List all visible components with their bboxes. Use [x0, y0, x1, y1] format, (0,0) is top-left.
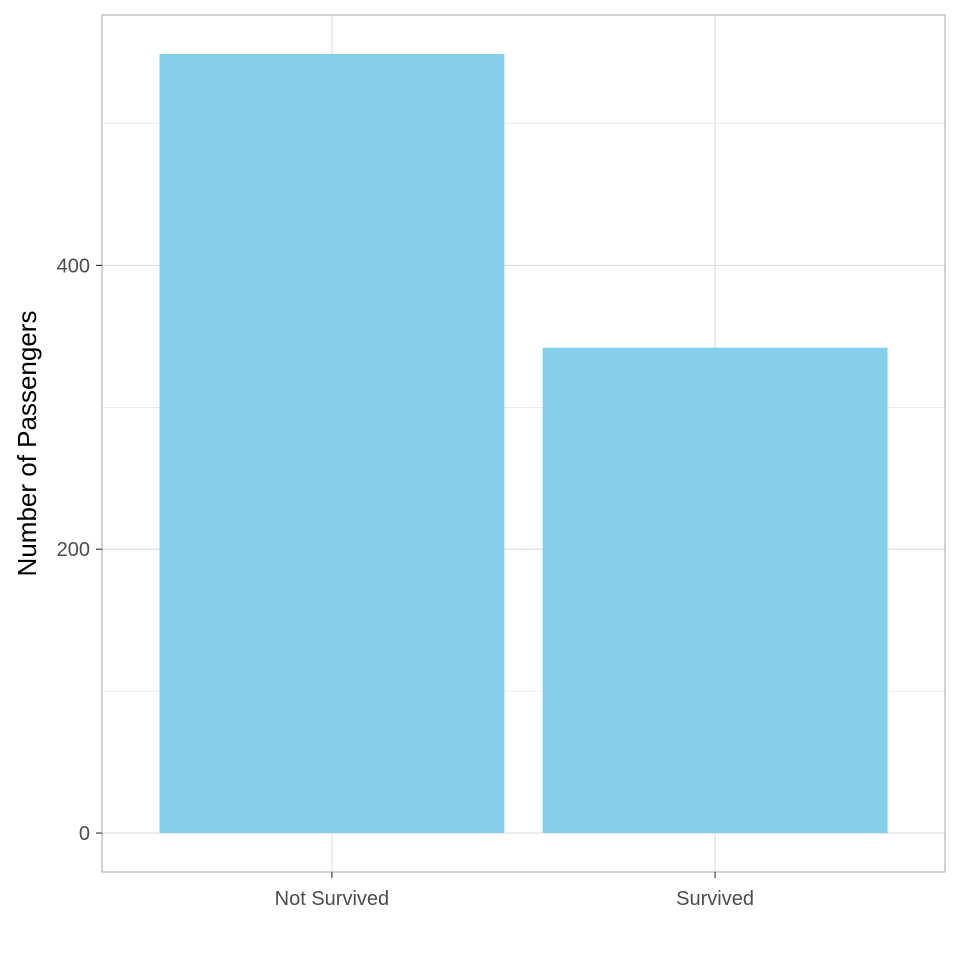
y-axis-title: Number of Passengers — [12, 311, 42, 577]
bars — [159, 53, 888, 834]
x-tick-label: Not Survived — [275, 888, 390, 910]
x-tick-label: Survived — [676, 888, 754, 910]
axis-ticks: 0 200 400 Not Survived Survived — [57, 255, 754, 910]
bar-not-survived — [159, 53, 505, 834]
bar-survived — [542, 347, 888, 834]
panel-border — [101, 14, 946, 873]
y-tick-label: 0 — [79, 823, 90, 845]
y-tick-label: 200 — [57, 539, 90, 561]
y-tick-label: 400 — [57, 255, 90, 277]
